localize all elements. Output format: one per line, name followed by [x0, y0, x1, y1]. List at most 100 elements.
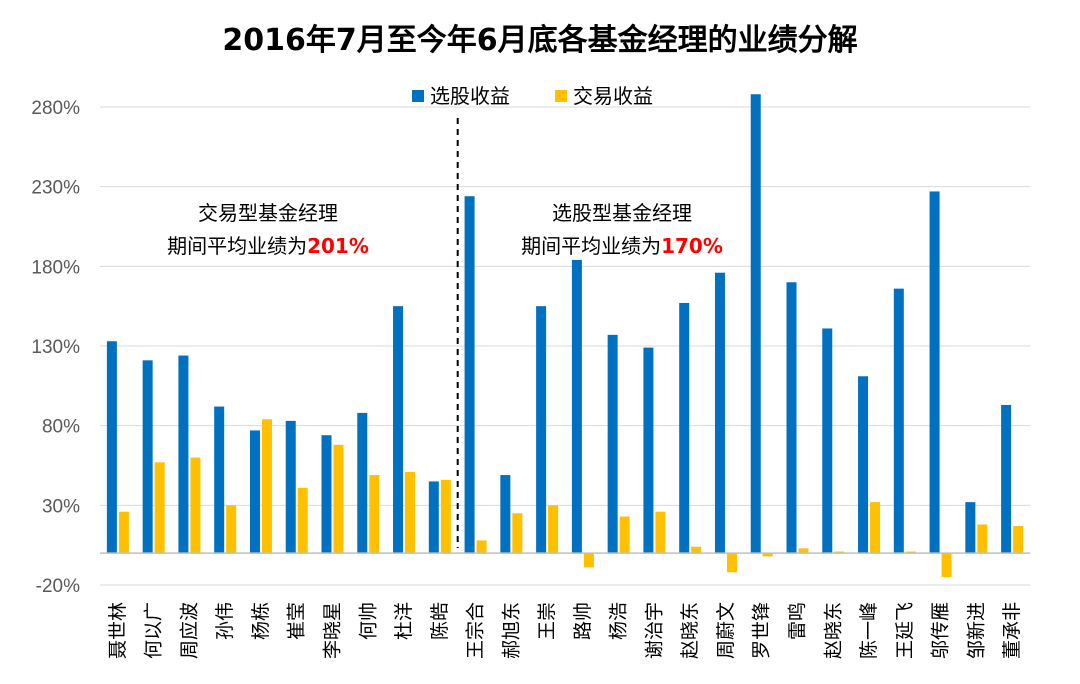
bar-trading-return — [440, 479, 451, 554]
category-label: 周蔚文 — [715, 602, 737, 659]
category-label: 王崇 — [536, 602, 558, 640]
bar-trading-return — [476, 540, 487, 554]
bar-trading-return — [369, 475, 380, 554]
legend-label-trade: 交易收益 — [573, 84, 653, 108]
category-label: 赵晓东 — [679, 602, 701, 659]
bar-stock-return — [357, 412, 368, 554]
bar-stock-return — [106, 341, 117, 554]
legend-label-stock: 选股收益 — [430, 84, 510, 108]
bar-stock-return — [285, 420, 296, 554]
category-label: 陈皓 — [429, 602, 451, 640]
annotation-trading-body: 期间平均业绩为201% — [167, 234, 369, 258]
legend-swatch-trade — [555, 90, 567, 102]
bar-trading-return — [726, 553, 737, 573]
bar-trading-return — [261, 419, 272, 554]
bar-stock-return — [786, 282, 797, 554]
bar-stock-return — [679, 302, 690, 554]
bar-trading-return — [333, 444, 344, 554]
category-label: 王延飞 — [894, 602, 916, 659]
category-label: 雷鸣 — [787, 602, 809, 640]
category-label: 赵晓东 — [822, 602, 844, 659]
bar-stock-return — [822, 328, 833, 554]
category-label: 杨栋 — [250, 602, 272, 640]
category-label: 李晓星 — [322, 602, 344, 659]
annotation-stock-title: 选股型基金经理 — [552, 201, 692, 225]
bar-stock-return — [321, 435, 332, 554]
bar-trading-return — [762, 553, 773, 557]
bar-stock-return — [464, 196, 475, 554]
category-label: 王宗合 — [465, 602, 487, 659]
annotation-trading-value: 201% — [307, 234, 369, 258]
annotation-stock-value: 170% — [661, 234, 723, 258]
bar-trading-return — [941, 553, 952, 578]
category-label: 周应波 — [178, 602, 200, 659]
category-label: 罗世锋 — [751, 602, 773, 659]
bar-stock-return — [750, 94, 761, 554]
bar-trading-return — [977, 524, 988, 554]
category-label: 崔莹 — [286, 602, 308, 640]
bar-trading-return — [583, 553, 594, 568]
bars — [106, 94, 1024, 578]
bar-stock-return — [1001, 404, 1012, 554]
y-tick-label: 130% — [31, 337, 80, 358]
legend: 选股收益 交易收益 — [412, 84, 653, 108]
bar-trading-return — [548, 505, 559, 554]
bar-stock-return — [965, 502, 976, 554]
bar-trading-return — [297, 487, 308, 554]
bar-trading-return — [870, 502, 881, 554]
bar-stock-return — [858, 376, 869, 554]
legend-swatch-stock — [412, 90, 424, 102]
chart-title: 2016年7月至今年6月底各基金经理的业绩分解 — [222, 23, 857, 58]
bar-trading-return — [691, 546, 702, 554]
category-label: 孙伟 — [214, 602, 236, 640]
category-label: 聂世林 — [107, 602, 129, 659]
category-labels: 聂世林 何以广 周应波 孙伟 杨栋 崔莹 李晓星 何帅 杜洋 陈皓 王宗合 郝旭东 王崇 路帅 杨浩 谢治宇赵… — [107, 602, 1023, 659]
bar-trading-return — [619, 516, 630, 554]
category-label: 邬传雁 — [930, 602, 952, 659]
annotation-stock-prefix: 期间平均业绩为 — [521, 234, 661, 258]
bar-stock-return — [249, 430, 260, 554]
y-tick-label: 180% — [31, 257, 80, 278]
bar-trading-return — [834, 551, 845, 554]
gridlines — [100, 106, 1030, 586]
bar-trading-return — [512, 513, 523, 554]
bar-stock-return — [893, 288, 904, 554]
category-label: 郝旭东 — [500, 602, 522, 659]
bar-trading-return — [405, 471, 416, 554]
category-label: 陈一峰 — [858, 602, 880, 659]
category-label: 邹新进 — [965, 602, 987, 659]
category-label: 杜洋 — [393, 602, 415, 640]
bar-stock-return — [142, 360, 153, 554]
annotations: 交易型基金经理 期间平均业绩为201% 选股型基金经理 期间平均业绩为170% — [167, 201, 723, 258]
bar-trading-return — [154, 462, 165, 554]
bar-trading-return — [1013, 526, 1024, 554]
y-tick-label: 80% — [42, 417, 80, 438]
bar-stock-return — [571, 259, 582, 554]
bar-trading-return — [655, 511, 666, 554]
bar-stock-return — [607, 334, 618, 554]
annotation-trading-prefix: 期间平均业绩为 — [167, 234, 307, 258]
bar-trading-return — [226, 505, 237, 554]
category-label: 杨浩 — [608, 602, 630, 640]
annotation-stock-body: 期间平均业绩为170% — [521, 234, 723, 258]
y-axis-ticks: -20% 30% 80% 130% 180% 230% 280% — [31, 98, 80, 597]
bar-stock-return — [714, 272, 725, 554]
annotation-trading-title: 交易型基金经理 — [198, 201, 338, 225]
bar-stock-return — [214, 406, 225, 554]
category-label: 何以广 — [143, 602, 165, 659]
bar-trading-return — [118, 511, 129, 554]
bar-stock-return — [929, 191, 940, 554]
bar-stock-return — [428, 481, 439, 554]
bar-stock-return — [500, 475, 511, 554]
bar-stock-return — [536, 306, 547, 554]
category-label: 何帅 — [357, 602, 379, 640]
bar-trading-return — [190, 457, 201, 554]
y-tick-label: 30% — [42, 496, 80, 517]
bar-trading-return — [905, 551, 916, 554]
y-tick-label: 230% — [31, 178, 80, 199]
bar-stock-return — [393, 306, 404, 554]
bar-trading-return — [798, 548, 809, 554]
category-label: 董承非 — [1001, 602, 1023, 659]
category-label: 谢治宇 — [643, 602, 665, 659]
